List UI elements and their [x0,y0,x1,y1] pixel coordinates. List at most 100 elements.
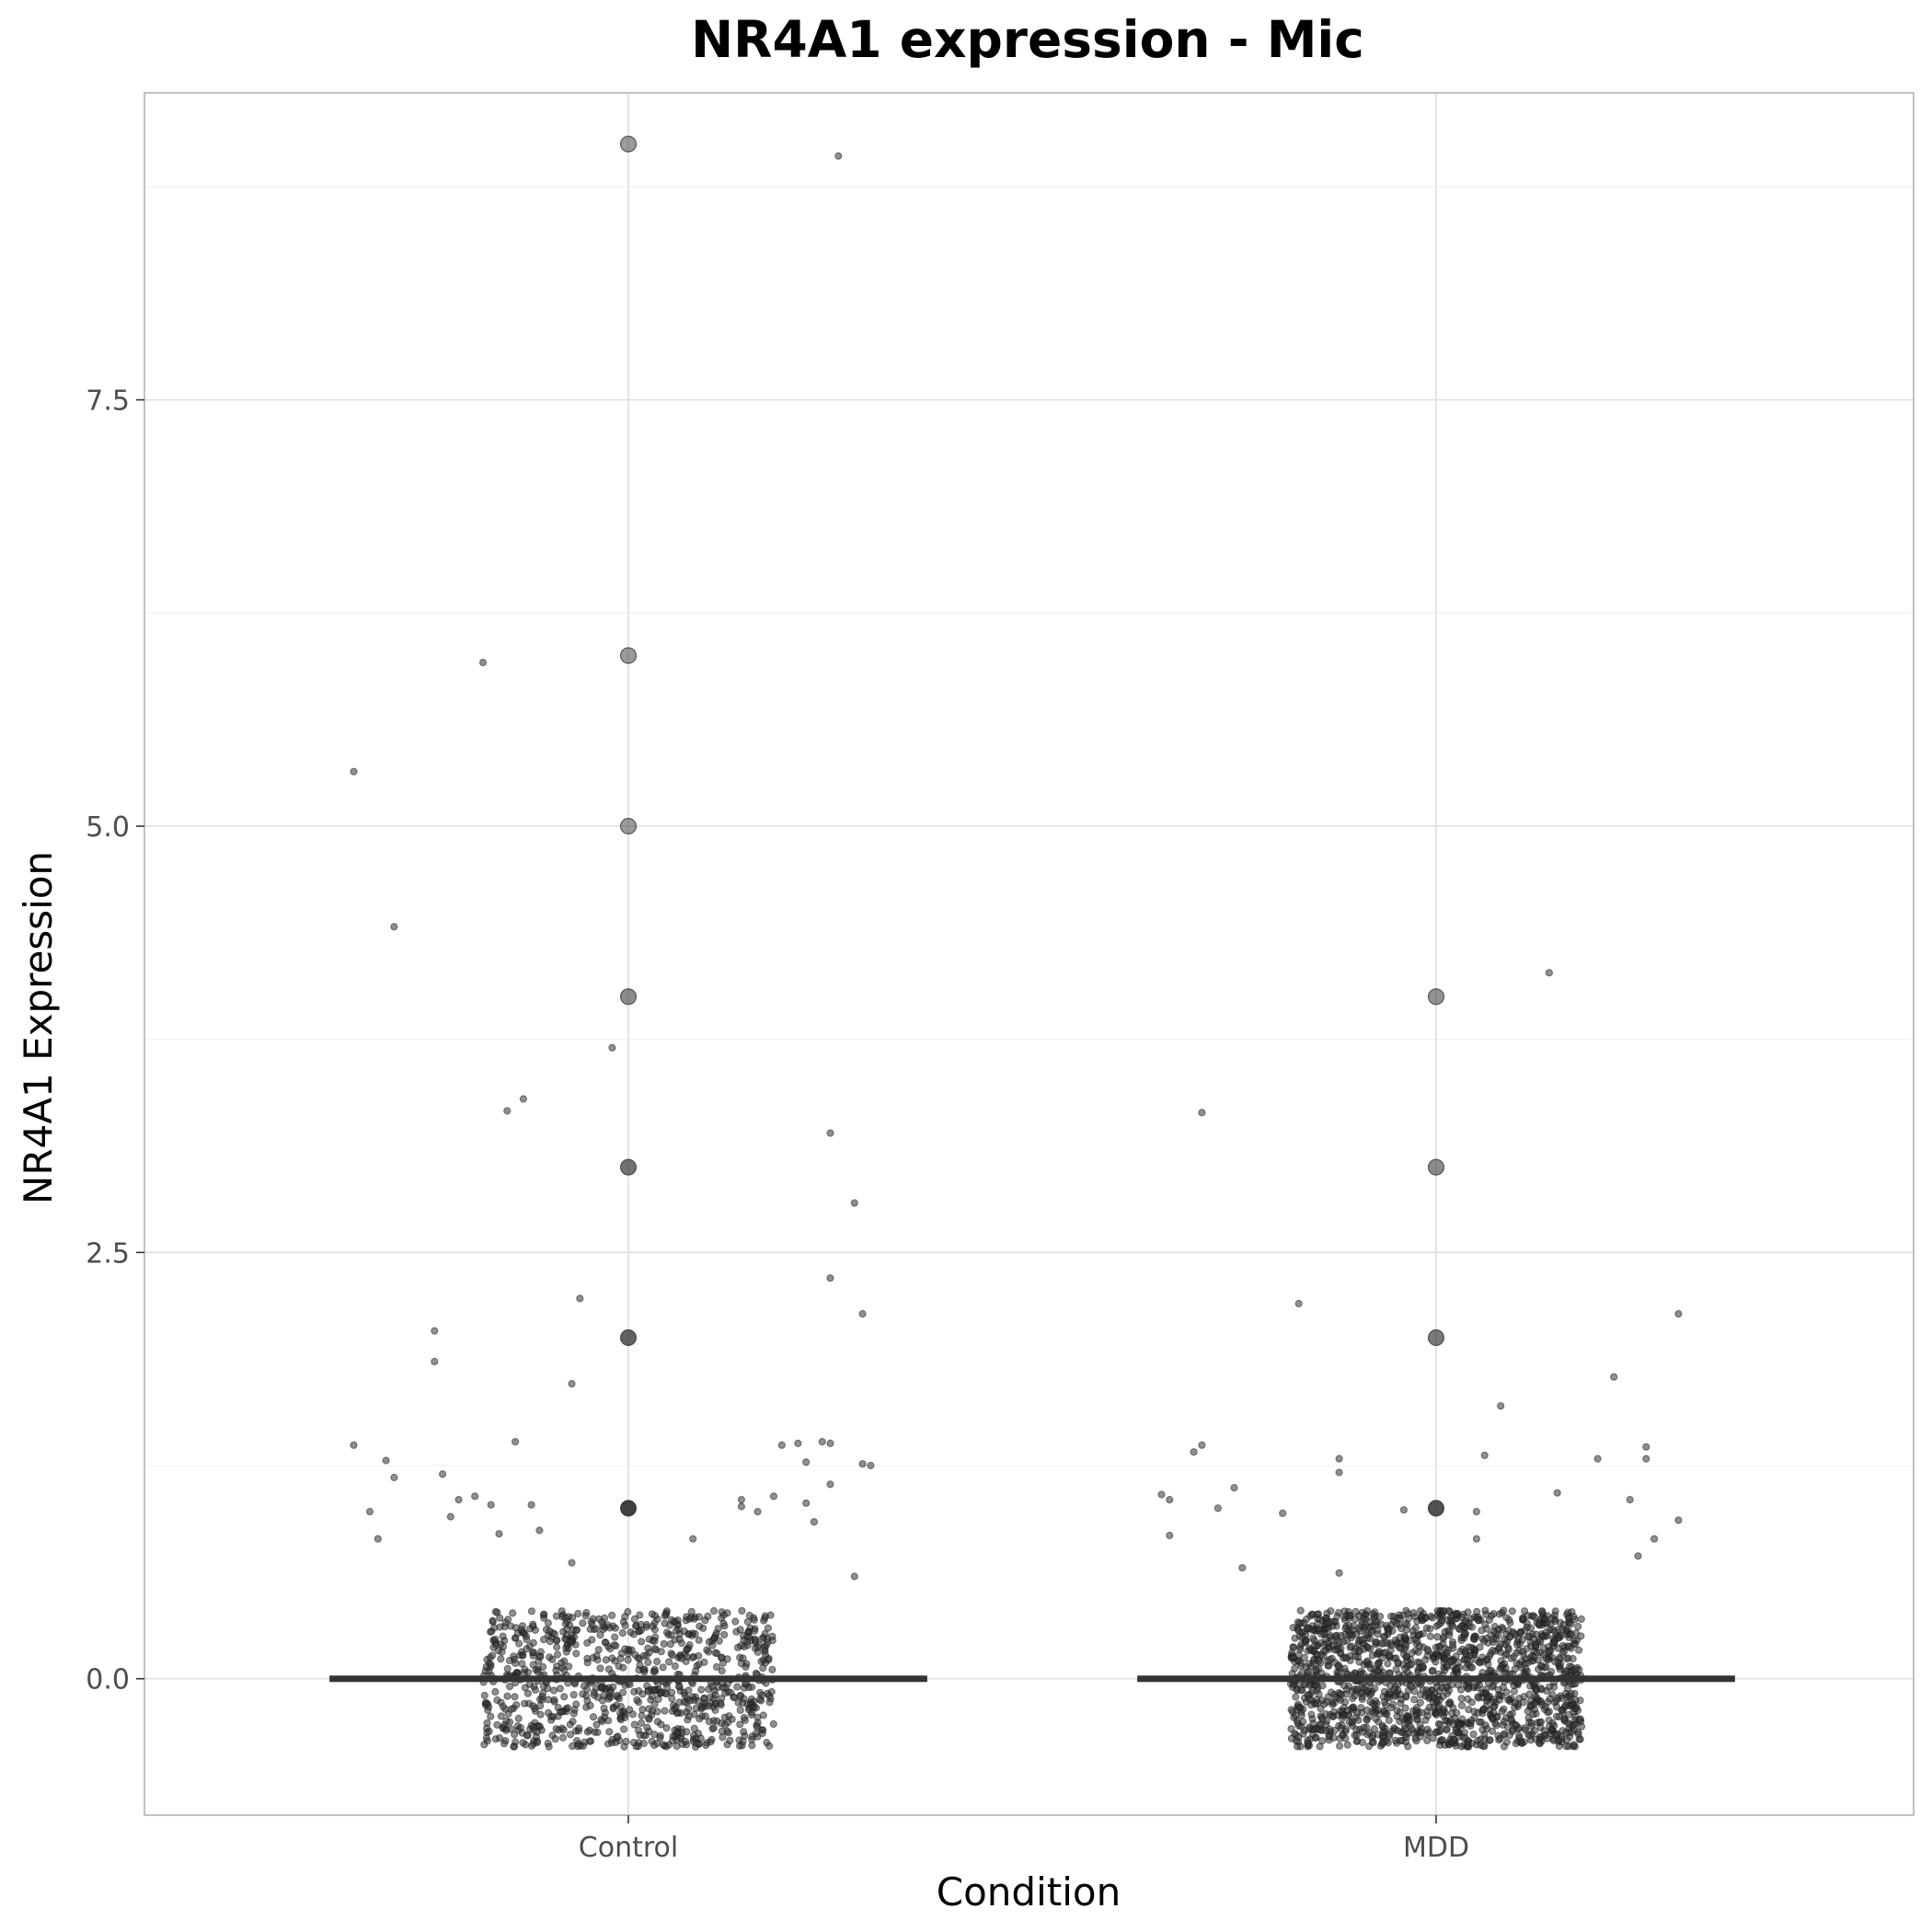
jitter-point [753,1719,762,1727]
jitter-point [1541,1703,1550,1711]
jitter-point [1576,1735,1584,1743]
jitter-point [620,1742,628,1751]
jitter-point [507,1705,516,1713]
jitter-point [667,1631,675,1639]
jitter-point [1481,1620,1489,1628]
jitter-point [602,1639,610,1647]
jitter-point [471,1492,479,1501]
jitter-point [497,1640,505,1649]
jitter-point [733,1683,742,1691]
jitter-point [1570,1613,1578,1621]
jitter-point [810,1518,819,1526]
jitter-point [1328,1637,1337,1645]
jitter-point [1524,1714,1533,1722]
jitter-point [1345,1631,1353,1639]
jitter-point [618,1628,627,1638]
jitter-point [1340,1681,1348,1690]
jitter-point [656,1733,664,1742]
jitter-point [1429,1734,1437,1742]
jitter-point [761,1629,769,1638]
jitter-point [689,1535,697,1543]
jitter-point [826,1480,834,1489]
jitter-point [1292,1693,1300,1701]
jitter-point [523,1689,533,1697]
jitter-point [1380,1632,1388,1640]
jitter-point [1190,1448,1198,1456]
jitter-point [1572,1704,1581,1713]
jitter-point [1575,1646,1583,1654]
jitter-point [627,1628,635,1637]
jitter-point [1519,1615,1527,1623]
jitter-point [1324,1618,1332,1627]
jitter-point [1516,1628,1524,1637]
jitter-point [1349,1703,1357,1711]
jitter-point [1448,1681,1456,1689]
jitter-point [501,1618,510,1627]
jitter-point [1295,1619,1304,1627]
jitter-point [1545,1716,1553,1724]
jitter-point [1396,1708,1404,1717]
jitter-point [705,1702,713,1710]
jitter-point [621,1621,629,1630]
jitter-point [1571,1665,1580,1673]
jitter-point [482,1662,490,1671]
jitter-point [637,1620,645,1629]
jitter-point [834,152,843,160]
jitter-point [503,1107,512,1115]
jitter-point [696,1715,704,1723]
jitter-point [615,1695,624,1703]
jitter-point [480,1691,489,1700]
jitter-point [717,1699,725,1708]
jitter-point [707,1683,717,1691]
jitter-point [1294,1299,1303,1308]
count-point [1427,1328,1445,1347]
jitter-point [1230,1484,1238,1492]
jitter-point [619,1663,627,1672]
x-tick-label: MDD [1403,1832,1469,1864]
jitter-point [1475,1694,1483,1702]
jitter-point [1342,1654,1351,1662]
jitter-point [737,1502,746,1511]
jitter-point [1478,1725,1487,1734]
jitter-point [1570,1720,1579,1729]
jitter-point [1533,1694,1541,1702]
jitter-point [628,1710,638,1719]
jitter-point [653,1657,661,1666]
jitter-point [529,1649,538,1657]
jitter-point [485,1703,493,1711]
jitter-point [592,1625,601,1633]
jitter-point [489,1616,497,1625]
jitter-point [1546,1647,1554,1655]
jitter-point [1297,1686,1305,1695]
jitter-point [768,1665,776,1673]
jitter-point [621,1645,629,1653]
jitter-point [697,1685,706,1694]
jitter-point [1593,1455,1602,1463]
jitter-point [1474,1616,1482,1625]
jitter-point [544,1631,553,1639]
jitter-point [489,1651,497,1660]
jitter-point [1327,1607,1335,1616]
jitter-point [592,1651,601,1660]
jitter-point [1486,1736,1494,1744]
jitter-point [740,1636,748,1645]
jitter-point [1541,1615,1549,1623]
jitter-point [1542,1628,1550,1637]
jitter-point [606,1645,615,1653]
jitter-point [1564,1608,1572,1616]
jitter-point [1523,1623,1532,1631]
jitter-point [517,1626,526,1634]
jitter-point [1430,1694,1439,1703]
jitter-point [1424,1688,1432,1696]
jitter-point [561,1614,569,1622]
jitter-point [1372,1621,1380,1630]
jitter-point [650,1685,658,1695]
jitter-point [1472,1535,1481,1543]
jitter-point [1551,1731,1559,1740]
jitter-point [1467,1698,1477,1707]
jitter-point [1410,1687,1419,1696]
jitter-point [1341,1624,1350,1633]
jitter-point [850,1572,858,1581]
jitter-point [568,1380,576,1388]
jitter-point [1500,1606,1508,1615]
